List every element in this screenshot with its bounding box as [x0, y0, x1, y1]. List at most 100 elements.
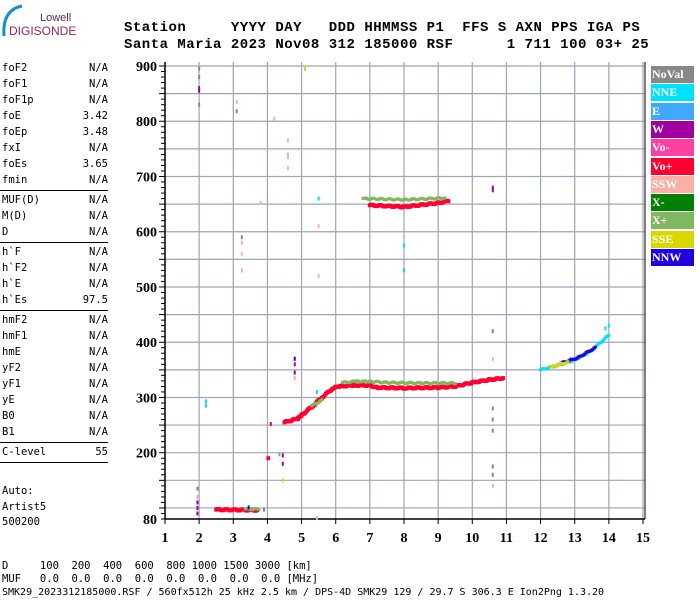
param-name: h`F [2, 246, 21, 258]
param-row: h`Es 97.5 [2, 292, 108, 308]
echo-point [257, 508, 261, 512]
muf-row: MUF 0.0 0.0 0.0 0.0 0.0 0.0 0.0 0.0 [MHz… [2, 573, 319, 585]
param-row: hmF2 N/A [2, 312, 108, 328]
param-name: foF1p [2, 94, 34, 106]
echo-point [198, 66, 201, 71]
echo-point [278, 452, 281, 457]
x-tick-label: 14 [602, 531, 616, 546]
x-tick-label: 4 [264, 531, 271, 546]
echo-point [491, 406, 494, 411]
param-row: D N/A [2, 224, 108, 240]
echo-point [491, 185, 494, 190]
param-name: B1 [2, 426, 15, 438]
legend-item: SSE [651, 230, 694, 248]
echo-point [317, 196, 320, 201]
param-name: hmE [2, 346, 21, 358]
echo-point [491, 472, 494, 477]
echo-point [266, 456, 269, 461]
divider [0, 310, 108, 311]
y-tick-label: 800 [136, 115, 157, 130]
echo-point [293, 376, 296, 381]
echo-point [491, 356, 494, 361]
x-tick-label: 9 [435, 531, 442, 546]
param-row: fmin N/A [2, 172, 108, 188]
legend-item: Vo+ [651, 157, 694, 175]
echo-point [602, 338, 606, 342]
echo-point [593, 345, 597, 349]
echo-point [403, 268, 405, 273]
digisonde-logo: Lowell DIGISONDE [0, 0, 76, 40]
legend-item: NNW [651, 249, 694, 266]
param-name: C-level [2, 446, 47, 458]
echo-point [240, 251, 243, 256]
echo-point [198, 88, 201, 93]
echo-point [269, 421, 272, 426]
param-value: 97.5 [82, 294, 108, 306]
param-name: B0 [2, 410, 15, 422]
echo-point [286, 155, 289, 160]
param-row: foF1p N/A [2, 92, 108, 108]
param-row: h`F2 N/A [2, 260, 108, 276]
param-value: N/A [89, 262, 108, 274]
divider [0, 242, 108, 243]
legend-item: Vo- [651, 139, 694, 157]
echo-point [491, 188, 494, 193]
echo-point [247, 505, 250, 510]
param-row: foF2 N/A [2, 60, 108, 76]
echo-point [317, 224, 320, 229]
param-name: fxI [2, 142, 21, 154]
echo-point [600, 340, 604, 344]
param-row: foEs 3.65 [2, 156, 108, 172]
param-value: N/A [89, 94, 108, 106]
y-tick-label: 400 [136, 336, 157, 351]
echo-point [259, 201, 262, 206]
logo-lowell: Lowell [40, 12, 72, 24]
param-value: N/A [89, 410, 108, 422]
param-value: N/A [89, 142, 108, 154]
param-value: 3.48 [82, 126, 108, 138]
echo-point [281, 453, 284, 458]
param-value: N/A [89, 246, 108, 258]
param-name: hmF2 [2, 314, 28, 326]
echo-point [196, 511, 199, 516]
echo-point [607, 323, 610, 328]
echo-point [303, 66, 306, 71]
x-tick-label: 6 [332, 531, 339, 546]
y-tick-label: 200 [136, 447, 157, 462]
echo-point [240, 235, 243, 240]
echo-point [240, 240, 243, 245]
y-tick-label: 500 [136, 281, 157, 296]
echo-point [491, 417, 494, 422]
param-row: B0 N/A [2, 408, 108, 424]
echo-point [204, 399, 207, 404]
echo-point [198, 102, 201, 107]
echo-point [196, 494, 199, 499]
auto-artist: Artist5 [2, 501, 47, 513]
echo-point [491, 428, 494, 433]
echo-point [566, 360, 570, 364]
y-tick-label: 600 [136, 226, 157, 241]
echo-point [293, 370, 296, 375]
logo-arc-icon [2, 4, 23, 37]
echo-point [607, 333, 611, 337]
auto-label: Auto: [2, 485, 34, 497]
auto-code: 500200 [2, 516, 40, 528]
echo-point [281, 478, 284, 483]
echo-point [491, 329, 494, 334]
legend-item: E [651, 102, 694, 120]
echo-point [403, 243, 405, 248]
echo-point [240, 268, 243, 273]
param-value: N/A [89, 330, 108, 342]
param-name: h`Es [2, 294, 28, 306]
legend-item: X+ [651, 212, 694, 230]
param-name: hmF1 [2, 330, 28, 342]
y-tick-label: 80 [143, 513, 157, 528]
param-value: N/A [89, 62, 108, 74]
param-name: foE [2, 110, 21, 122]
echo-point [315, 515, 318, 520]
echo-point [198, 75, 201, 80]
param-row: yF2 N/A [2, 360, 108, 376]
x-tick-label: 12 [534, 531, 548, 546]
